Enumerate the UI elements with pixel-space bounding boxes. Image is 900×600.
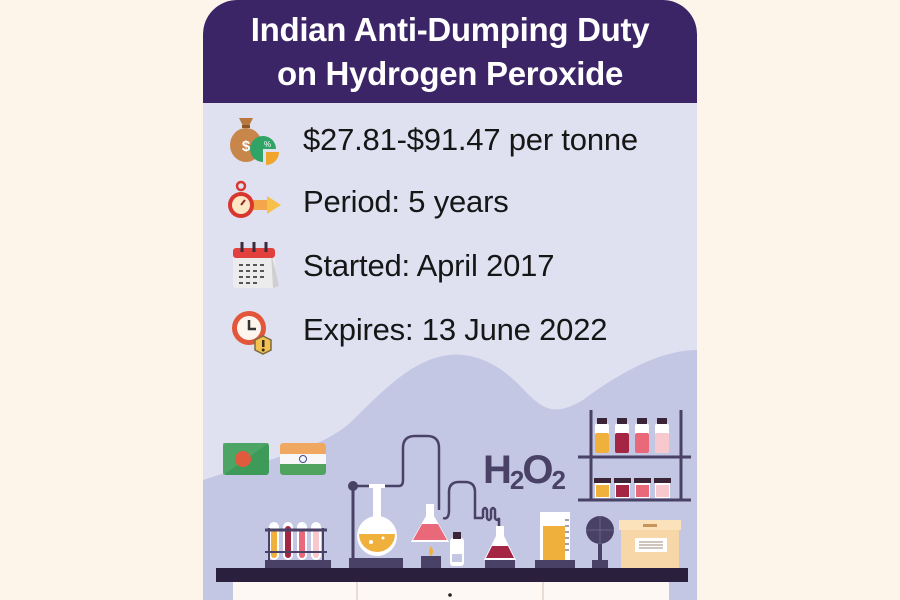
svg-text:$: $	[242, 138, 251, 155]
calendar-icon	[233, 242, 279, 288]
expires-text: Expires: 13 June 2022	[303, 312, 608, 347]
fact-started: Started: April 2017	[203, 238, 697, 298]
lab-illustration: H2O2	[203, 340, 697, 600]
conical-flask-pink	[411, 504, 449, 568]
clock-warning-icon	[232, 311, 272, 355]
india-flag-icon	[280, 443, 326, 475]
shelf	[578, 410, 691, 502]
fact-duty-range: $ % $27.81-$91.47 per tonne	[203, 112, 697, 172]
storage-box	[619, 520, 681, 568]
header-banner: Indian Anti-Dumping Duty on Hydrogen Per…	[203, 0, 697, 103]
duty-range-text: $27.81-$91.47 per tonne	[303, 122, 638, 157]
fact-period: Period: 5 years	[203, 174, 697, 234]
money-bag-chart-icon: $ %	[230, 118, 279, 165]
test-tube-rack	[265, 522, 331, 568]
lab-bench	[216, 568, 688, 582]
bangladesh-flag-icon	[223, 443, 269, 475]
lab-scene-graphic	[203, 350, 697, 600]
svg-text:%: %	[264, 140, 271, 149]
title-line-2: on Hydrogen Peroxide	[276, 55, 624, 92]
globe	[586, 516, 614, 568]
started-text: Started: April 2017	[303, 248, 555, 283]
fact-expires: Expires: 13 June 2022	[203, 302, 697, 362]
lab-equipment-graphic	[216, 410, 691, 600]
beaker	[535, 512, 575, 568]
h2o2-formula: H2O2	[483, 448, 566, 495]
infographic-card: Indian Anti-Dumping Duty on Hydrogen Per…	[203, 0, 697, 600]
stopwatch-arrow-icon	[228, 180, 281, 218]
period-text: Period: 5 years	[303, 184, 509, 219]
round-flask	[348, 481, 403, 568]
title-line-1: Indian Anti-Dumping Duty	[250, 11, 650, 48]
small-bottle	[450, 532, 464, 566]
conical-flask-red	[484, 526, 516, 568]
